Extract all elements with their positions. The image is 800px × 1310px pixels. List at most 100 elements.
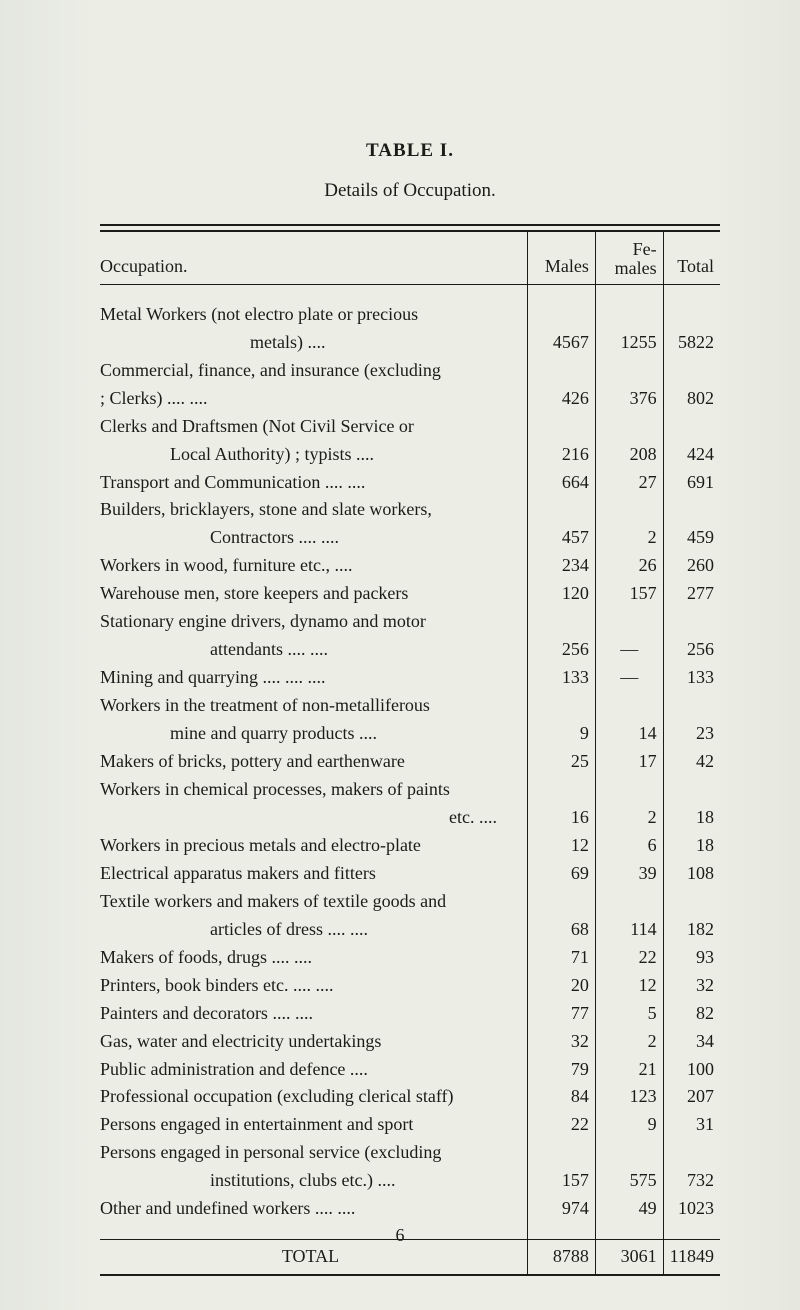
cell-total: 31 xyxy=(663,1111,720,1139)
cell-females: — xyxy=(595,664,663,692)
table-row: institutions, clubs etc.) .... 157 575 7… xyxy=(100,1167,720,1195)
table-row: Professional occupation (excluding cleri… xyxy=(100,1083,720,1111)
cell-total: 34 xyxy=(663,1028,720,1056)
cell-total: 133 xyxy=(663,664,720,692)
cell-total: 277 xyxy=(663,580,720,608)
table-row: Mining and quarrying .... .... .... 133 … xyxy=(100,664,720,692)
cell-total: 42 xyxy=(663,748,720,776)
table-row: Printers, book binders etc. .... .... 20… xyxy=(100,972,720,1000)
occ-cell: Workers in chemical processes, makers of… xyxy=(100,776,527,804)
cell-males: 234 xyxy=(527,552,595,580)
cell-females: 114 xyxy=(595,916,663,944)
occ-cell-cont: ; Clerks) .... .... xyxy=(100,385,527,413)
table-row: Warehouse men, store keepers and packers… xyxy=(100,580,720,608)
cell-females: 123 xyxy=(595,1083,663,1111)
cell-females: 22 xyxy=(595,944,663,972)
cell-males: 12 xyxy=(527,832,595,860)
occ-cell-cont: attendants .... .... xyxy=(100,636,527,664)
cell-males: 71 xyxy=(527,944,595,972)
table-row: Other and undefined workers .... .... 97… xyxy=(100,1195,720,1223)
cell-females: 27 xyxy=(595,469,663,497)
table-subtitle: Details of Occupation. xyxy=(100,180,720,202)
cell-total: 100 xyxy=(663,1056,720,1084)
cell-males: 79 xyxy=(527,1056,595,1084)
cell-total: 18 xyxy=(663,832,720,860)
occ-cell: Workers in wood, furniture etc., .... xyxy=(100,552,527,580)
table-row: Workers in the treatment of non-metallif… xyxy=(100,692,720,720)
cell-males: 216 xyxy=(527,441,595,469)
table-row: mine and quarry products .... 9 14 23 xyxy=(100,720,720,748)
cell-total: 82 xyxy=(663,1000,720,1028)
cell-total: 691 xyxy=(663,469,720,497)
occ-cell: Public administration and defence .... xyxy=(100,1056,527,1084)
cell-total: 732 xyxy=(663,1167,720,1195)
occ-cell: Printers, book binders etc. .... .... xyxy=(100,972,527,1000)
cell-females: 21 xyxy=(595,1056,663,1084)
occ-cell: Electrical apparatus makers and fitters xyxy=(100,860,527,888)
occ-cell-cont: institutions, clubs etc.) .... xyxy=(100,1167,527,1195)
occ-cell: Stationary engine drivers, dynamo and mo… xyxy=(100,608,527,636)
table-container: Occupation. Males Fe- males Total Metal … xyxy=(100,224,720,1276)
table-row: Contractors .... .... 457 2 459 xyxy=(100,524,720,552)
table-number-title: TABLE I. xyxy=(100,140,720,162)
spacer-row xyxy=(100,284,720,301)
table-row: Electrical apparatus makers and fitters … xyxy=(100,860,720,888)
cell-females: 157 xyxy=(595,580,663,608)
table-header-row: Occupation. Males Fe- males Total xyxy=(100,232,720,284)
cell-females: 376 xyxy=(595,385,663,413)
cell-females: 1255 xyxy=(595,329,663,357)
cell-males: 4567 xyxy=(527,329,595,357)
occ-cell: Builders, bricklayers, stone and slate w… xyxy=(100,496,527,524)
cell-total: 18 xyxy=(663,804,720,832)
table-row: etc. .... 16 2 18 xyxy=(100,804,720,832)
occupation-table: Occupation. Males Fe- males Total Metal … xyxy=(100,232,720,1274)
cell-males: 9 xyxy=(527,720,595,748)
occ-cell: Transport and Communication .... .... xyxy=(100,469,527,497)
col-header-occupation: Occupation. xyxy=(100,232,527,284)
occ-cell: Persons engaged in entertainment and spo… xyxy=(100,1111,527,1139)
table-row: attendants .... .... 256 — 256 xyxy=(100,636,720,664)
table-row: Local Authority) ; typists .... 216 208 … xyxy=(100,441,720,469)
cell-females: 17 xyxy=(595,748,663,776)
table-row: Clerks and Draftsmen (Not Civil Service … xyxy=(100,413,720,441)
table-row: Gas, water and electricity undertakings … xyxy=(100,1028,720,1056)
cell-females: 49 xyxy=(595,1195,663,1223)
table-row: Persons engaged in personal service (exc… xyxy=(100,1139,720,1167)
cell-total: 260 xyxy=(663,552,720,580)
table-row: Makers of foods, drugs .... .... 71 22 9… xyxy=(100,944,720,972)
cell-males: 25 xyxy=(527,748,595,776)
occ-cell: Professional occupation (excluding cleri… xyxy=(100,1083,527,1111)
cell-males: 20 xyxy=(527,972,595,1000)
cell-females: 2 xyxy=(595,804,663,832)
occ-cell: Workers in the treatment of non-metallif… xyxy=(100,692,527,720)
occ-cell-cont: etc. .... xyxy=(100,804,527,832)
occ-cell: Persons engaged in personal service (exc… xyxy=(100,1139,527,1167)
table-row: Painters and decorators .... .... 77 5 8… xyxy=(100,1000,720,1028)
occ-cell: Metal Workers (not electro plate or prec… xyxy=(100,301,527,329)
cell-females: 9 xyxy=(595,1111,663,1139)
cell-females: — xyxy=(595,636,663,664)
cell-males: 77 xyxy=(527,1000,595,1028)
table-row: Workers in chemical processes, makers of… xyxy=(100,776,720,804)
cell-total: 207 xyxy=(663,1083,720,1111)
cell-males: 68 xyxy=(527,916,595,944)
cell-females: 26 xyxy=(595,552,663,580)
table-row: Commercial, finance, and insurance (excl… xyxy=(100,357,720,385)
table-row: metals) .... 4567 1255 5822 xyxy=(100,329,720,357)
col-header-total: Total xyxy=(663,232,720,284)
table-row: ; Clerks) .... .... 426 376 802 xyxy=(100,385,720,413)
cell-males: 32 xyxy=(527,1028,595,1056)
cell-total: 93 xyxy=(663,944,720,972)
occ-cell: Painters and decorators .... .... xyxy=(100,1000,527,1028)
cell-total: 802 xyxy=(663,385,720,413)
occ-cell: Warehouse men, store keepers and packers xyxy=(100,580,527,608)
cell-females: 208 xyxy=(595,441,663,469)
cell-females: 12 xyxy=(595,972,663,1000)
bottom-rule xyxy=(100,1274,720,1276)
occ-cell: Commercial, finance, and insurance (excl… xyxy=(100,357,527,385)
cell-total: 459 xyxy=(663,524,720,552)
table-row: Public administration and defence .... 7… xyxy=(100,1056,720,1084)
cell-males: 133 xyxy=(527,664,595,692)
table-row: Stationary engine drivers, dynamo and mo… xyxy=(100,608,720,636)
cell-females: 575 xyxy=(595,1167,663,1195)
